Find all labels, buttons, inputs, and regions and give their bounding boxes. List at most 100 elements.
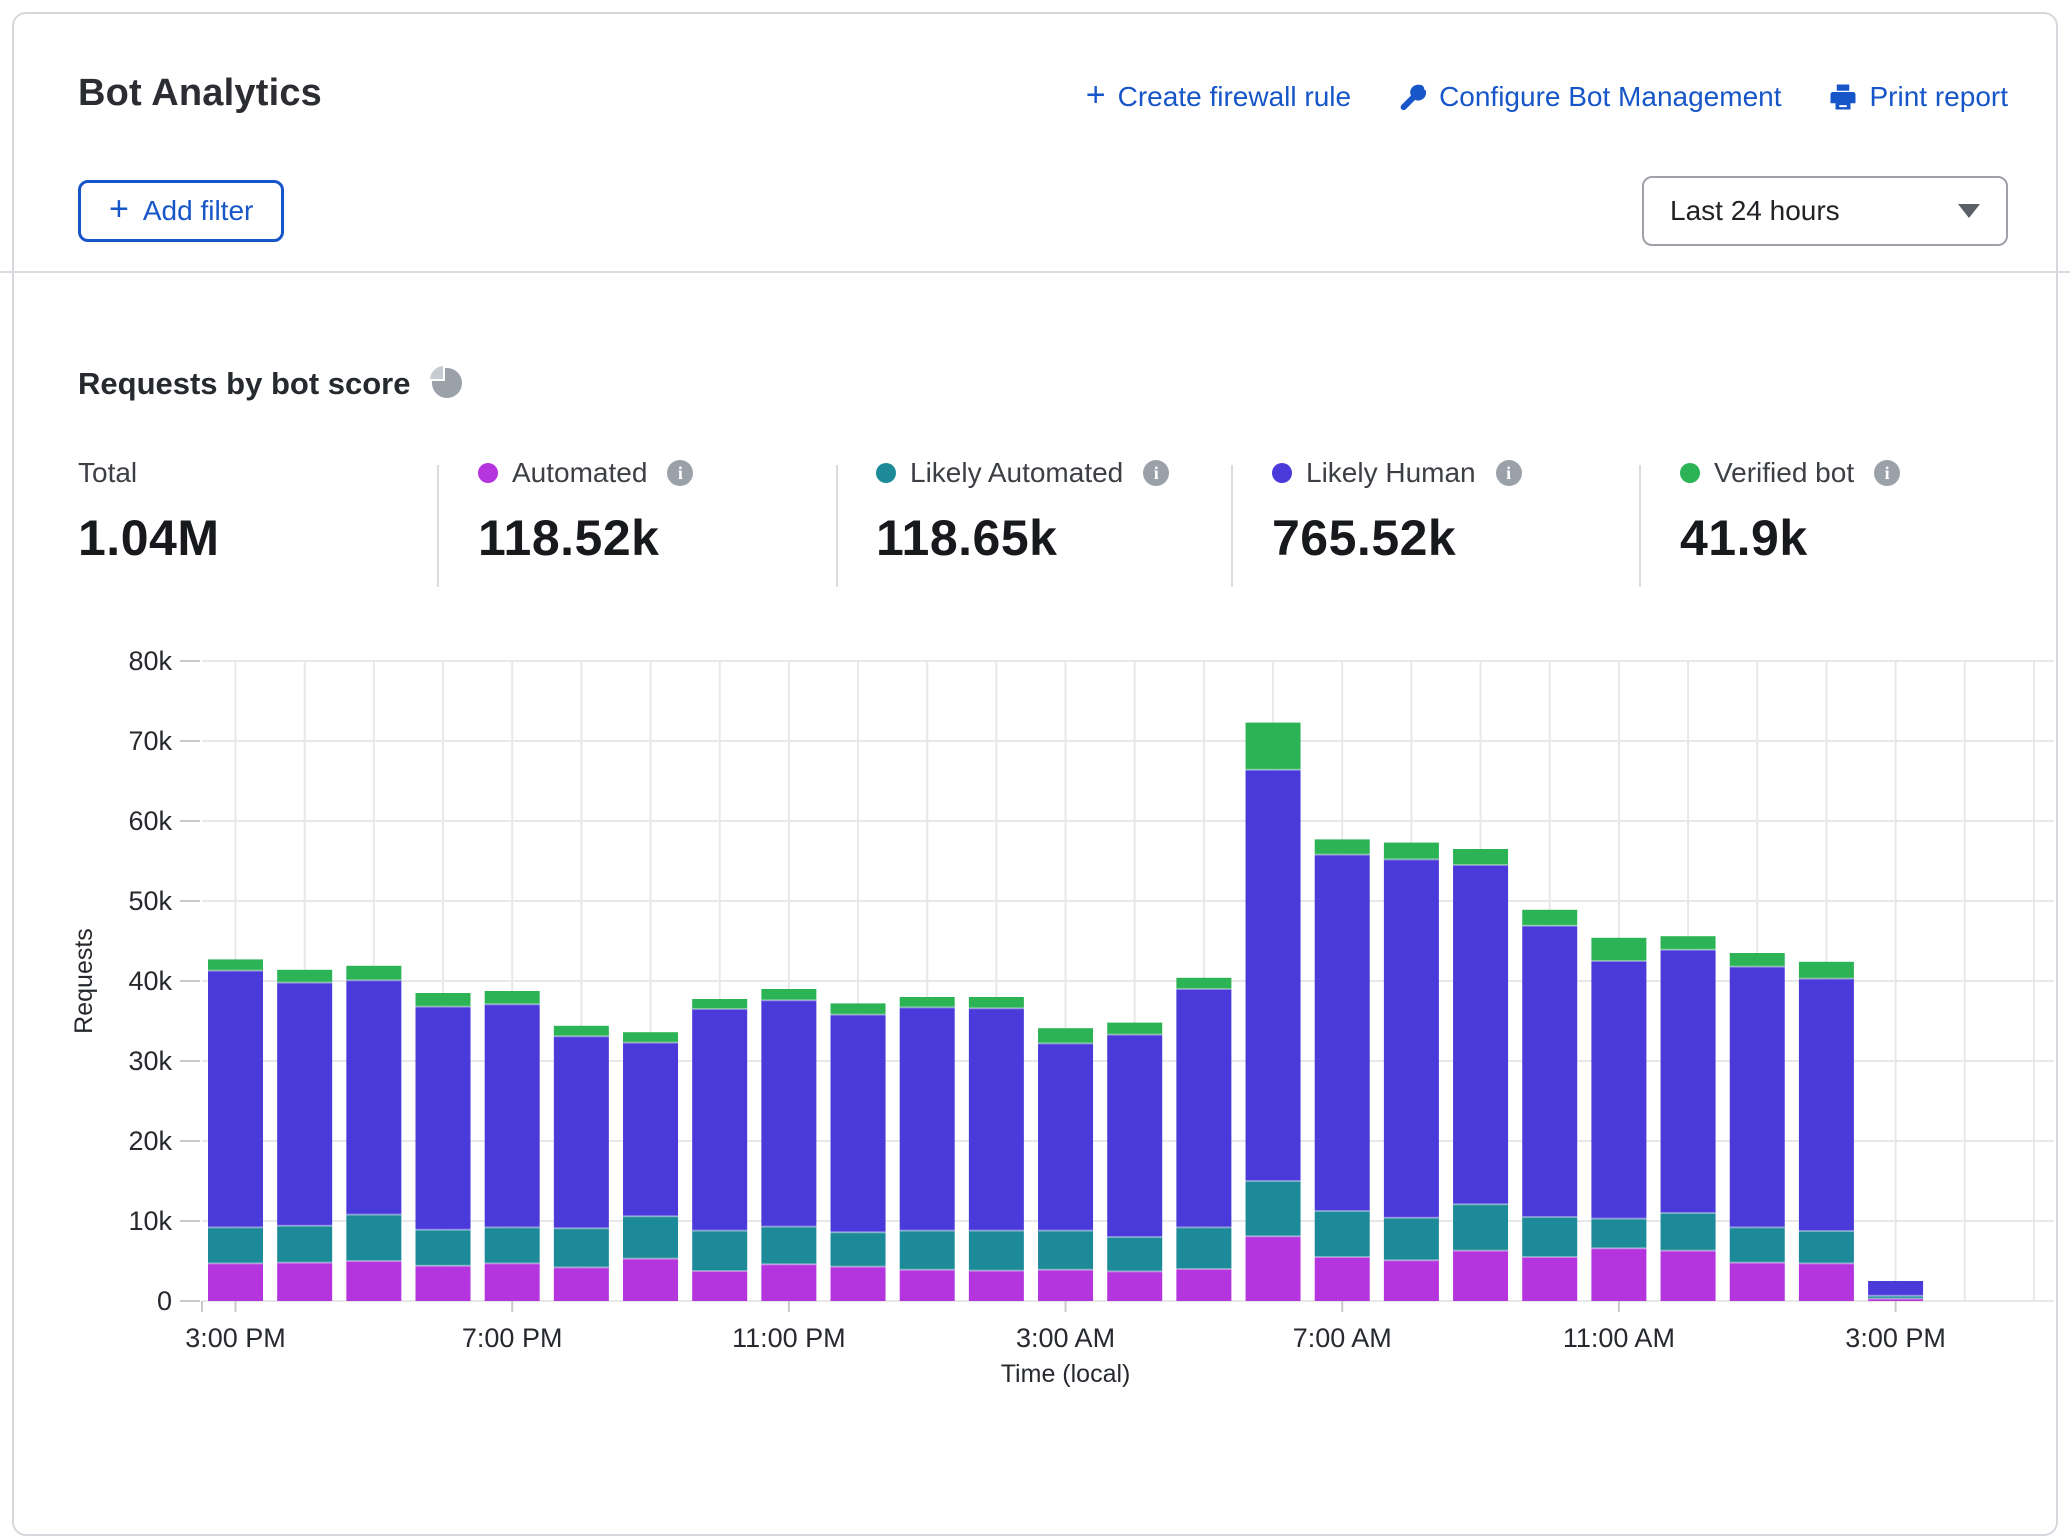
bar-segment-likely-human[interactable]: [1868, 1281, 1923, 1296]
bar-segment-verified-bot[interactable]: [554, 1026, 609, 1036]
bar-segment-likely-human[interactable]: [1246, 770, 1301, 1181]
bar-segment-verified-bot[interactable]: [346, 966, 401, 980]
bar-segment-verified-bot[interactable]: [761, 989, 816, 1000]
bar-segment-automated[interactable]: [1730, 1263, 1785, 1301]
bar-segment-automated[interactable]: [623, 1259, 678, 1301]
bar-segment-likely-automated[interactable]: [1384, 1218, 1439, 1260]
bar-segment-verified-bot[interactable]: [900, 997, 955, 1007]
bar-segment-verified-bot[interactable]: [831, 1003, 886, 1014]
time-range-dropdown[interactable]: Last 24 hours: [1642, 176, 2008, 246]
bar-segment-verified-bot[interactable]: [1522, 910, 1577, 926]
bar-segment-likely-automated[interactable]: [1661, 1213, 1716, 1251]
bar-segment-likely-human[interactable]: [900, 1007, 955, 1230]
bar-segment-likely-human[interactable]: [1522, 926, 1577, 1217]
bar-segment-likely-human[interactable]: [1384, 859, 1439, 1217]
bar-segment-automated[interactable]: [1522, 1257, 1577, 1301]
bar-segment-likely-human[interactable]: [554, 1036, 609, 1228]
bar-segment-likely-human[interactable]: [1799, 979, 1854, 1231]
bar-segment-likely-human[interactable]: [761, 1000, 816, 1226]
bar-segment-likely-automated[interactable]: [1176, 1227, 1231, 1269]
bar-segment-likely-automated[interactable]: [485, 1227, 540, 1263]
bar-segment-automated[interactable]: [1453, 1251, 1508, 1301]
bar-segment-automated[interactable]: [761, 1264, 816, 1301]
bar-segment-verified-bot[interactable]: [1730, 953, 1785, 967]
bar-segment-likely-automated[interactable]: [1453, 1204, 1508, 1250]
bar-segment-verified-bot[interactable]: [623, 1032, 678, 1042]
bar-segment-automated[interactable]: [1661, 1251, 1716, 1301]
bar-segment-automated[interactable]: [900, 1270, 955, 1301]
info-icon[interactable]: [1874, 460, 1900, 486]
bar-segment-likely-automated[interactable]: [346, 1215, 401, 1261]
bar-segment-verified-bot[interactable]: [485, 991, 540, 1004]
bar-segment-verified-bot[interactable]: [277, 970, 332, 983]
bar-segment-verified-bot[interactable]: [208, 959, 263, 970]
bar-segment-likely-human[interactable]: [623, 1043, 678, 1217]
bar-segment-automated[interactable]: [1176, 1269, 1231, 1301]
bar-segment-likely-automated[interactable]: [208, 1227, 263, 1263]
bar-segment-likely-human[interactable]: [1176, 989, 1231, 1227]
bar-segment-automated[interactable]: [1799, 1263, 1854, 1301]
bar-segment-likely-automated[interactable]: [692, 1231, 747, 1271]
bar-segment-likely-human[interactable]: [969, 1008, 1024, 1230]
bar-segment-verified-bot[interactable]: [416, 993, 471, 1007]
bar-segment-verified-bot[interactable]: [1107, 1023, 1162, 1035]
bar-segment-automated[interactable]: [416, 1266, 471, 1301]
bar-segment-likely-automated[interactable]: [1591, 1219, 1646, 1249]
bar-segment-likely-automated[interactable]: [416, 1230, 471, 1266]
bar-segment-likely-human[interactable]: [346, 980, 401, 1214]
bar-segment-likely-automated[interactable]: [1107, 1237, 1162, 1271]
bar-segment-likely-automated[interactable]: [1522, 1217, 1577, 1257]
bar-segment-likely-human[interactable]: [1453, 865, 1508, 1204]
bar-segment-automated[interactable]: [1038, 1270, 1093, 1301]
bar-segment-verified-bot[interactable]: [1315, 839, 1370, 854]
create-firewall-rule-link[interactable]: + Create firewall rule: [1086, 80, 1351, 114]
bar-segment-likely-automated[interactable]: [277, 1226, 332, 1263]
bar-segment-verified-bot[interactable]: [1038, 1028, 1093, 1043]
bar-segment-likely-automated[interactable]: [1799, 1231, 1854, 1263]
bar-segment-automated[interactable]: [485, 1263, 540, 1301]
bar-segment-likely-automated[interactable]: [1315, 1211, 1370, 1257]
bar-segment-likely-human[interactable]: [416, 1007, 471, 1230]
bar-segment-automated[interactable]: [554, 1267, 609, 1301]
bar-segment-automated[interactable]: [1384, 1260, 1439, 1301]
bar-segment-likely-automated[interactable]: [831, 1232, 886, 1266]
bar-segment-likely-human[interactable]: [208, 971, 263, 1228]
bar-segment-verified-bot[interactable]: [1591, 938, 1646, 961]
bar-segment-likely-human[interactable]: [1315, 855, 1370, 1211]
bar-segment-likely-human[interactable]: [1107, 1035, 1162, 1237]
bar-segment-likely-automated[interactable]: [554, 1228, 609, 1267]
bar-segment-automated[interactable]: [346, 1261, 401, 1301]
bar-segment-automated[interactable]: [277, 1263, 332, 1301]
info-icon[interactable]: [667, 460, 693, 486]
bar-segment-likely-human[interactable]: [1730, 967, 1785, 1228]
bar-segment-likely-human[interactable]: [692, 1009, 747, 1231]
bar-segment-likely-automated[interactable]: [1038, 1231, 1093, 1270]
bar-segment-likely-human[interactable]: [277, 983, 332, 1226]
bar-segment-likely-human[interactable]: [831, 1015, 886, 1233]
bar-segment-automated[interactable]: [831, 1267, 886, 1301]
bar-segment-verified-bot[interactable]: [1246, 723, 1301, 770]
bar-segment-automated[interactable]: [1315, 1257, 1370, 1301]
bar-segment-likely-human[interactable]: [485, 1004, 540, 1227]
bar-segment-likely-automated[interactable]: [761, 1227, 816, 1265]
bar-segment-automated[interactable]: [692, 1271, 747, 1301]
bar-segment-likely-automated[interactable]: [900, 1231, 955, 1270]
bar-segment-verified-bot[interactable]: [1453, 849, 1508, 865]
bar-segment-likely-human[interactable]: [1591, 961, 1646, 1219]
info-icon[interactable]: [1143, 460, 1169, 486]
bar-segment-verified-bot[interactable]: [1661, 936, 1716, 950]
bar-segment-verified-bot[interactable]: [969, 997, 1024, 1008]
bar-segment-likely-automated[interactable]: [623, 1216, 678, 1258]
bar-segment-likely-human[interactable]: [1661, 950, 1716, 1213]
bar-segment-verified-bot[interactable]: [1176, 978, 1231, 989]
add-filter-button[interactable]: + Add filter: [78, 180, 284, 242]
bar-segment-automated[interactable]: [1591, 1248, 1646, 1301]
bar-segment-verified-bot[interactable]: [1384, 843, 1439, 860]
print-report-link[interactable]: Print report: [1828, 81, 2009, 113]
bar-segment-verified-bot[interactable]: [692, 999, 747, 1009]
bar-segment-automated[interactable]: [969, 1271, 1024, 1301]
bar-segment-likely-automated[interactable]: [1246, 1181, 1301, 1236]
info-icon[interactable]: [1496, 460, 1522, 486]
bar-segment-verified-bot[interactable]: [1799, 962, 1854, 979]
configure-bot-management-link[interactable]: Configure Bot Management: [1397, 81, 1781, 113]
